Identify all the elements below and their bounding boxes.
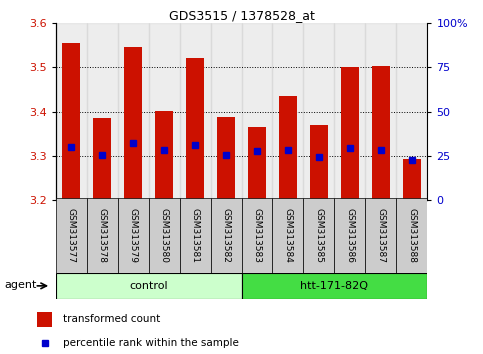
Bar <box>242 273 427 299</box>
Text: control: control <box>129 281 168 291</box>
Bar <box>248 127 266 200</box>
Bar <box>86 23 117 200</box>
Bar <box>186 58 204 200</box>
Text: GSM313580: GSM313580 <box>159 208 169 263</box>
Bar <box>37 312 53 327</box>
Bar <box>341 67 359 200</box>
Bar <box>117 198 149 273</box>
Bar <box>272 198 303 273</box>
Bar <box>366 23 397 200</box>
Text: GSM313577: GSM313577 <box>67 208 75 263</box>
Bar <box>149 23 180 200</box>
Bar <box>211 198 242 273</box>
Bar <box>279 96 297 200</box>
Text: GSM313581: GSM313581 <box>190 208 199 263</box>
Bar <box>62 43 80 200</box>
Bar <box>366 198 397 273</box>
Bar <box>397 23 427 200</box>
Bar <box>272 23 303 200</box>
Text: GSM313578: GSM313578 <box>98 208 107 263</box>
Text: agent: agent <box>4 280 37 290</box>
Text: GSM313582: GSM313582 <box>222 208 230 263</box>
Bar <box>403 159 421 200</box>
Bar <box>149 198 180 273</box>
Bar <box>56 198 86 273</box>
Bar <box>303 198 334 273</box>
Bar <box>56 273 242 299</box>
Text: transformed count: transformed count <box>63 314 160 324</box>
Text: percentile rank within the sample: percentile rank within the sample <box>63 338 239 348</box>
Bar <box>397 198 427 273</box>
Text: GSM313579: GSM313579 <box>128 208 138 263</box>
Bar <box>372 67 390 200</box>
Title: GDS3515 / 1378528_at: GDS3515 / 1378528_at <box>169 9 314 22</box>
Bar <box>303 23 334 200</box>
Bar <box>117 23 149 200</box>
Text: GSM313587: GSM313587 <box>376 208 385 263</box>
Bar <box>93 118 112 200</box>
Bar <box>334 198 366 273</box>
Bar <box>310 125 328 200</box>
Bar <box>334 23 366 200</box>
Bar <box>155 110 173 200</box>
Text: GSM313588: GSM313588 <box>408 208 416 263</box>
Bar <box>217 117 235 200</box>
Bar <box>86 198 117 273</box>
Text: GSM313586: GSM313586 <box>345 208 355 263</box>
Bar <box>180 23 211 200</box>
Bar <box>124 47 142 200</box>
Bar <box>180 198 211 273</box>
Text: GSM313584: GSM313584 <box>284 208 293 263</box>
Text: GSM313585: GSM313585 <box>314 208 324 263</box>
Bar <box>211 23 242 200</box>
Bar <box>242 198 272 273</box>
Bar <box>242 23 272 200</box>
Bar <box>56 23 86 200</box>
Text: GSM313583: GSM313583 <box>253 208 261 263</box>
Text: htt-171-82Q: htt-171-82Q <box>300 281 369 291</box>
